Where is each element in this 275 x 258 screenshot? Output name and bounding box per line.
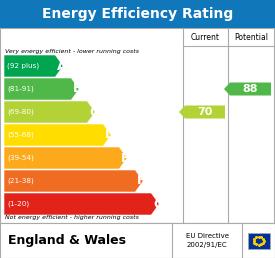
Text: (69-80): (69-80) xyxy=(7,109,34,115)
Text: (21-38): (21-38) xyxy=(7,178,34,184)
Polygon shape xyxy=(179,106,225,118)
Bar xyxy=(248,232,270,248)
Text: D: D xyxy=(105,128,116,141)
Bar xyxy=(0,28,275,223)
Text: EU Directive
2002/91/EC: EU Directive 2002/91/EC xyxy=(186,233,229,247)
Text: England & Wales: England & Wales xyxy=(8,234,126,247)
Text: (81-91): (81-91) xyxy=(7,86,34,92)
Text: C: C xyxy=(89,106,98,118)
Polygon shape xyxy=(4,55,63,77)
Bar xyxy=(0,0,275,28)
Polygon shape xyxy=(4,124,111,146)
Text: (92 plus): (92 plus) xyxy=(7,63,39,69)
Text: (55-68): (55-68) xyxy=(7,132,34,138)
Polygon shape xyxy=(4,170,143,192)
Text: B: B xyxy=(73,83,83,95)
Text: G: G xyxy=(153,198,163,211)
Text: F: F xyxy=(137,174,146,188)
Bar xyxy=(0,223,275,258)
Text: A: A xyxy=(57,60,67,72)
Text: Current: Current xyxy=(191,33,220,42)
Text: Energy Efficiency Rating: Energy Efficiency Rating xyxy=(42,7,233,21)
Text: Potential: Potential xyxy=(235,33,268,42)
Text: Not energy efficient - higher running costs: Not energy efficient - higher running co… xyxy=(5,215,139,220)
Polygon shape xyxy=(4,193,159,215)
Text: 88: 88 xyxy=(243,84,258,94)
Text: (1-20): (1-20) xyxy=(7,201,29,207)
Polygon shape xyxy=(224,83,271,95)
Text: (39-54): (39-54) xyxy=(7,155,34,161)
Polygon shape xyxy=(4,78,79,100)
Text: Very energy efficient - lower running costs: Very energy efficient - lower running co… xyxy=(5,49,139,54)
Text: E: E xyxy=(121,151,130,165)
Polygon shape xyxy=(4,101,95,123)
Text: 70: 70 xyxy=(197,107,213,117)
Polygon shape xyxy=(4,147,127,169)
